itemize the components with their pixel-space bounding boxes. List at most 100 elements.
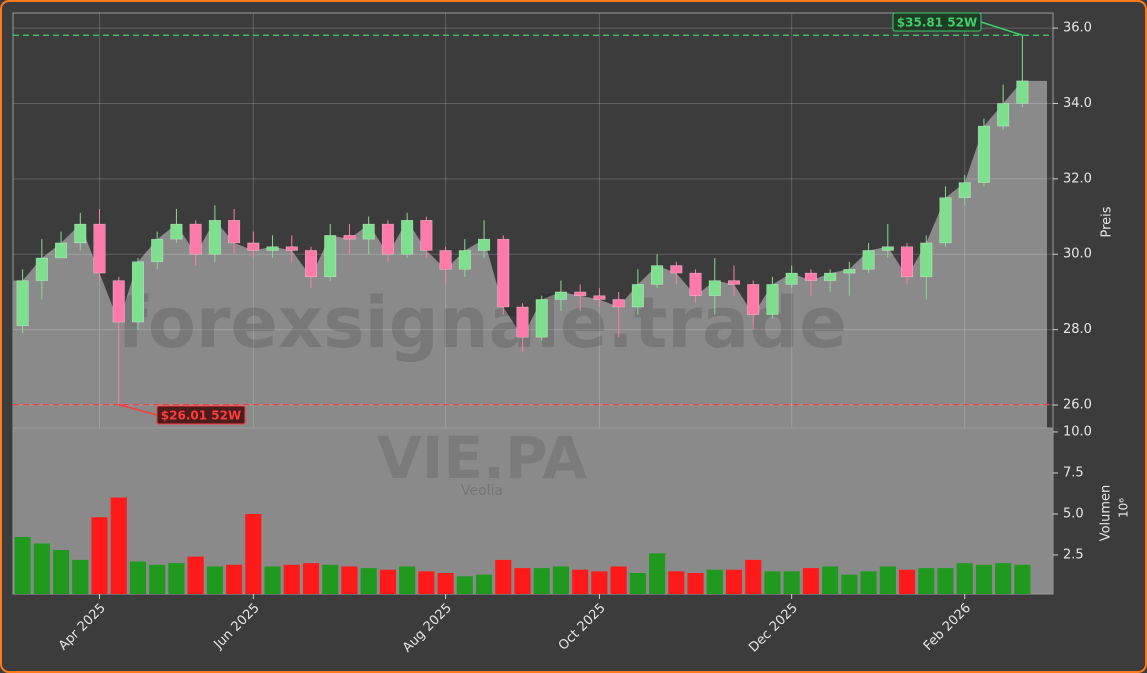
volume-bar	[129, 561, 147, 594]
annotation-box	[892, 12, 982, 32]
candle-body	[535, 299, 548, 338]
volume-bar	[379, 569, 396, 594]
volume-bar	[456, 576, 473, 594]
volume-bar	[399, 566, 416, 594]
candle-body	[304, 250, 318, 278]
volume-bar	[745, 559, 762, 594]
candle-body	[35, 257, 48, 281]
volume-bar	[975, 564, 993, 594]
candle-body	[766, 284, 779, 315]
volume-bar	[649, 553, 666, 594]
candle-body	[631, 284, 644, 308]
volume-bar	[822, 566, 839, 594]
candle-body	[420, 220, 433, 251]
candle-body	[727, 280, 741, 285]
volume-bar	[898, 569, 916, 594]
close-area	[13, 80, 1047, 428]
volume-bar	[168, 563, 185, 594]
volume-bar	[245, 513, 262, 594]
candle-body	[670, 265, 683, 274]
annotation-label: $35.81 52W	[897, 16, 977, 30]
y-axis-label: Preis	[1100, 206, 1115, 237]
volume-bar	[668, 571, 685, 594]
candle-body	[458, 250, 471, 270]
watermark: VIE.PA	[377, 424, 587, 492]
y-tick-label: 30.0	[1063, 247, 1092, 262]
volume-bar	[91, 517, 108, 594]
y-tick-label: 2.5	[1063, 547, 1084, 562]
candle-body	[1016, 80, 1029, 104]
candle-body	[843, 269, 856, 274]
candle-body	[997, 103, 1010, 127]
volume-bar	[879, 566, 896, 594]
candle-body	[939, 197, 952, 244]
candle-body	[478, 238, 491, 251]
annotation-box	[156, 405, 246, 425]
y-tick-label: 7.5	[1063, 465, 1084, 480]
candle-body	[151, 238, 164, 263]
volume-bar	[149, 564, 166, 594]
volume-bar	[610, 566, 627, 594]
volume-plot-area	[12, 427, 1054, 595]
y-tick-label: 28.0	[1063, 322, 1092, 337]
volume-bar	[918, 568, 935, 594]
candle-body	[189, 223, 202, 255]
volume-bar	[552, 566, 570, 594]
candle-body	[266, 246, 279, 251]
y-tick-label: 10.0	[1063, 424, 1092, 439]
volume-bar	[360, 568, 377, 594]
candle-body	[401, 220, 414, 255]
candle-body	[131, 261, 144, 323]
y-tick-label: 32.0	[1063, 171, 1092, 186]
candle-body	[285, 246, 298, 251]
candle-body	[74, 223, 87, 244]
candle-body	[112, 280, 125, 323]
volume-bar	[33, 543, 50, 594]
volume-bar	[841, 574, 858, 594]
y-tick-label: 5.0	[1063, 506, 1084, 521]
candle-body	[824, 272, 837, 281]
candle-body	[497, 238, 510, 308]
volume-bar	[52, 550, 70, 594]
volume-bar	[206, 566, 223, 594]
candle-body	[901, 246, 914, 278]
volume-bar	[341, 566, 358, 594]
volume-bar	[995, 563, 1012, 594]
candle-body	[343, 235, 356, 240]
candle-body	[324, 235, 337, 278]
volume-bar	[956, 563, 973, 594]
volume-bar	[860, 571, 877, 594]
volume-bar	[706, 569, 723, 594]
volume-bar	[572, 569, 589, 594]
candle-body	[362, 223, 375, 240]
candle-body	[689, 272, 702, 296]
candle-body	[516, 306, 529, 338]
candle-body	[785, 272, 798, 285]
candle-body	[170, 223, 183, 240]
volume-bar	[687, 573, 704, 594]
volume-bar	[302, 563, 320, 594]
volume-bar	[725, 569, 743, 594]
candle-body	[612, 299, 625, 308]
volume-bar	[629, 573, 646, 594]
volume-bar	[226, 564, 243, 594]
candle-body	[554, 291, 567, 300]
annotation-arrow	[980, 21, 1023, 36]
candle-body	[747, 284, 760, 315]
volume-bar	[533, 568, 550, 594]
volume-bar	[437, 573, 454, 594]
candle-body	[862, 250, 875, 270]
candle-body	[958, 182, 971, 198]
annotation-arrow	[118, 403, 158, 416]
volume-bar	[591, 571, 608, 594]
candle-body	[574, 291, 587, 296]
candle-body	[593, 295, 606, 300]
volume-bar	[264, 566, 281, 594]
volume-bar	[110, 497, 127, 594]
candle-body	[651, 265, 664, 285]
candle-body	[881, 246, 894, 251]
candle-body	[977, 125, 990, 183]
watermark: forexsignale.trade	[117, 282, 846, 364]
volume-bar	[802, 568, 819, 594]
